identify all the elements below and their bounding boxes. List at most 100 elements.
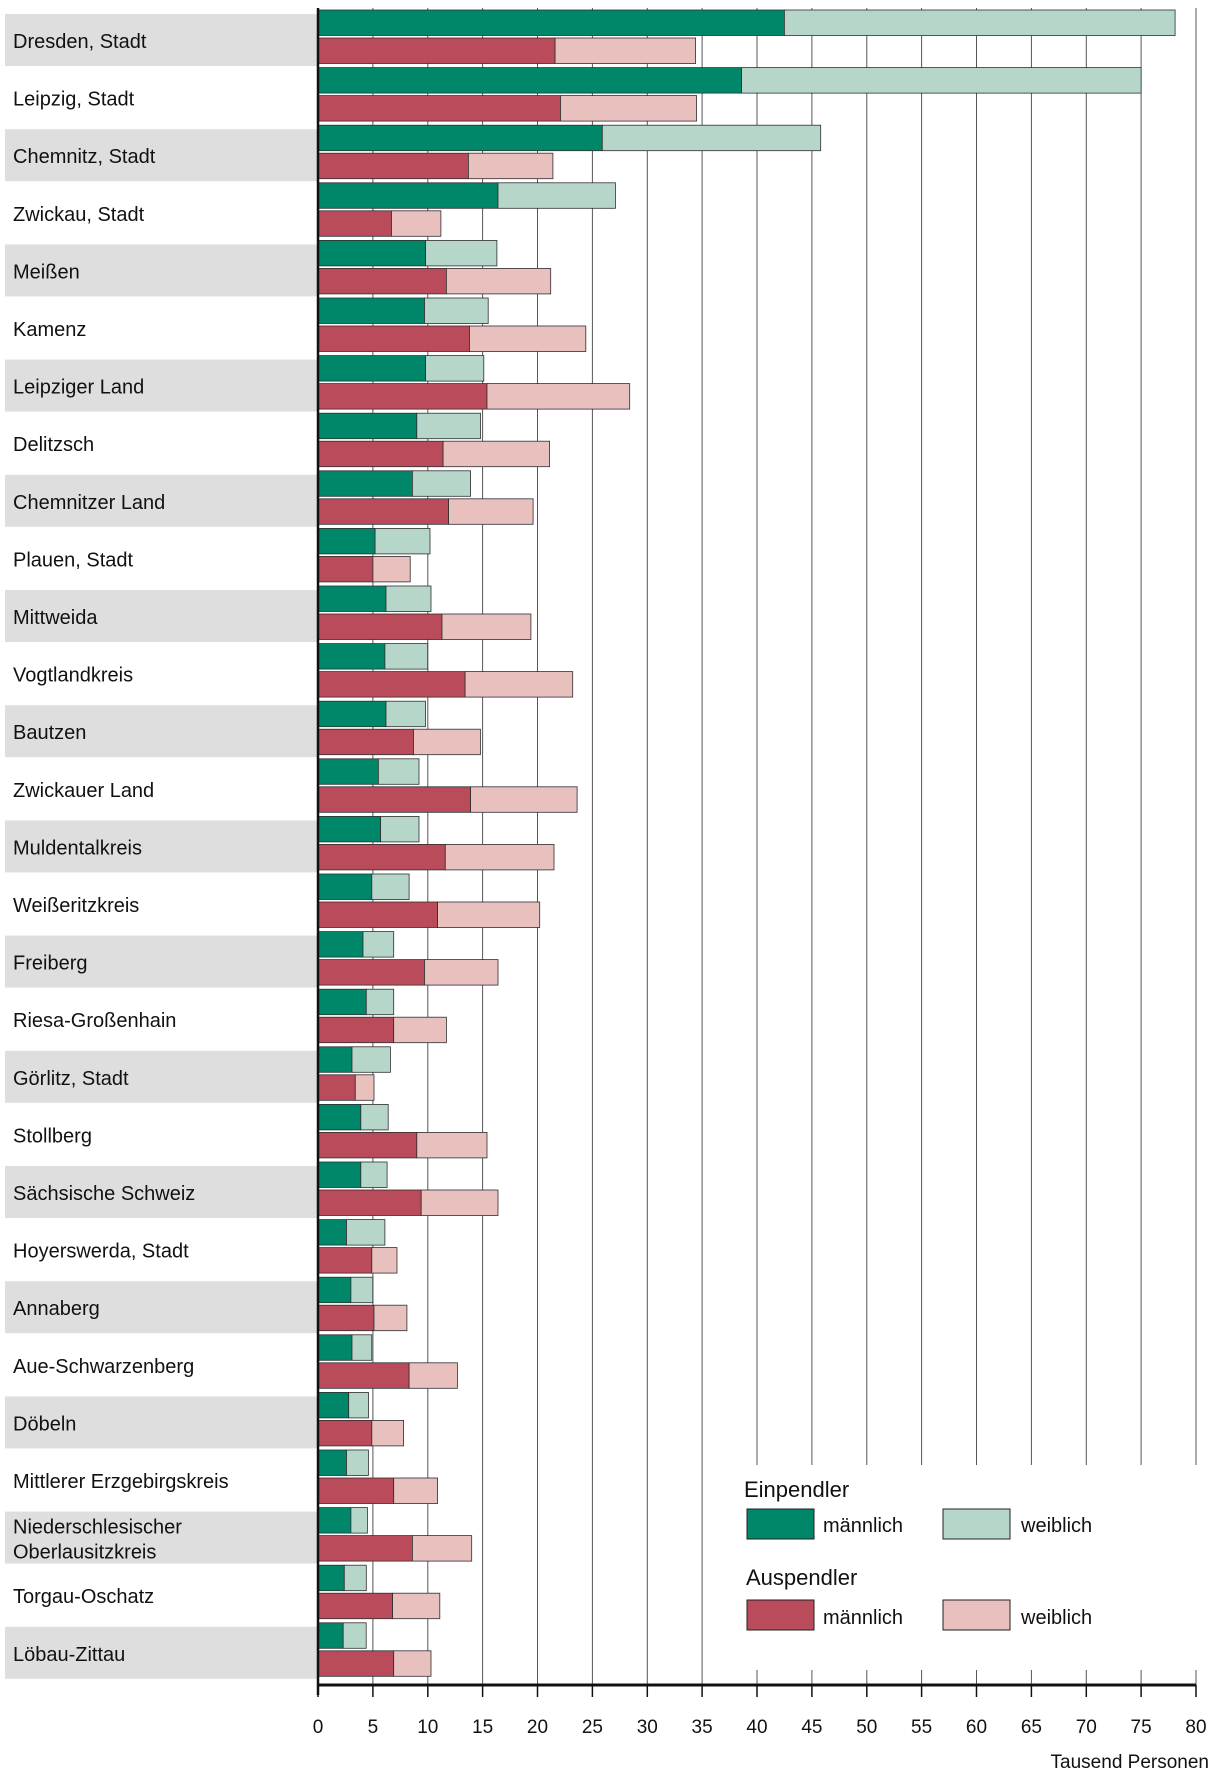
bar-auspendler-maennlich — [317, 959, 425, 986]
category-label: Sächsische Schweiz — [13, 1183, 195, 1205]
bar-auspendler-weiblich — [444, 844, 555, 871]
row-shade — [5, 1166, 317, 1218]
bar-einpendler-maennlich — [317, 9, 785, 36]
bar-einpendler-maennlich — [317, 182, 499, 209]
legend-title-einpendler: Einpendler — [744, 1477, 849, 1502]
legend: Einpendler männlich weiblich Auspendler … — [735, 1465, 1218, 1670]
bar-einpendler-maennlich — [317, 585, 387, 612]
legend-swatch-aus-female — [942, 1599, 1011, 1631]
category-label: Görlitz, Stadt — [13, 1068, 129, 1090]
bar-auspendler-maennlich — [317, 1477, 395, 1504]
bar-einpendler-maennlich — [317, 124, 603, 152]
bar-auspendler-maennlich — [317, 1650, 395, 1677]
bar-einpendler-maennlich — [317, 1507, 352, 1534]
bar-auspendler-weiblich — [391, 210, 442, 237]
bar-auspendler-weiblich — [413, 728, 481, 756]
bar-einpendler-maennlich — [317, 988, 367, 1016]
bar-einpendler-weiblich — [346, 1449, 369, 1476]
category-label: Döbeln — [13, 1413, 76, 1435]
bar-einpendler-maennlich — [317, 1392, 350, 1419]
bar-auspendler-weiblich — [424, 959, 499, 986]
category-label: Torgau-Oschatz — [13, 1586, 154, 1608]
category-label: Löbau-Zittau — [13, 1644, 125, 1666]
bar-einpendler-weiblich — [351, 1046, 391, 1073]
legend-label-aus-male: männlich — [823, 1607, 903, 1629]
row-shade — [5, 244, 317, 297]
row-shade — [5, 1281, 317, 1334]
x-tick-label: 30 — [637, 1717, 658, 1738]
category-label: Zwickau, Stadt — [13, 204, 145, 226]
bar-einpendler-weiblich — [360, 1104, 389, 1131]
bar-einpendler-maennlich — [317, 931, 364, 958]
category-label: Stollberg — [13, 1125, 92, 1147]
bar-einpendler-weiblich — [350, 1507, 368, 1534]
bar-einpendler-weiblich — [497, 182, 616, 209]
bar-auspendler-maennlich — [317, 556, 374, 583]
x-tick-label: 40 — [746, 1717, 767, 1738]
bar-einpendler-weiblich — [741, 67, 1142, 94]
bar-auspendler-maennlich — [317, 786, 472, 813]
bar-einpendler-maennlich — [317, 1564, 345, 1592]
category-labels-group: Dresden, Stadt Leipzig, Stadt Chemnitz, St… — [13, 31, 229, 1666]
category-label: Hoyerswerda, Stadt — [13, 1241, 189, 1263]
bar-einpendler-weiblich — [385, 700, 426, 728]
bar-einpendler-weiblich — [351, 1334, 373, 1361]
x-tick-label: 55 — [911, 1717, 932, 1738]
bar-auspendler-maennlich — [317, 1420, 373, 1447]
bar-auspendler-weiblich — [393, 1016, 447, 1044]
bars-group — [317, 9, 1176, 1677]
category-label: Meißen — [13, 261, 80, 283]
x-tick-label: 70 — [1076, 1717, 1097, 1738]
bar-auspendler-maennlich — [317, 1016, 395, 1044]
bar-einpendler-weiblich — [385, 585, 432, 612]
bar-auspendler-maennlich — [317, 671, 466, 698]
x-tick-label: 15 — [472, 1717, 493, 1738]
bar-einpendler-weiblich — [784, 9, 1176, 36]
bar-einpendler-weiblich — [425, 239, 498, 267]
x-tick-label: 75 — [1131, 1717, 1152, 1738]
row-shade — [5, 590, 317, 642]
bar-einpendler-weiblich — [342, 1622, 367, 1649]
bar-einpendler-weiblich — [362, 931, 395, 958]
bar-auspendler-maennlich — [317, 1247, 373, 1274]
bar-auspendler-weiblich — [408, 1362, 458, 1389]
category-label: Chemnitzer Land — [13, 492, 165, 514]
bar-einpendler-weiblich — [380, 816, 420, 843]
x-tick-label: 65 — [1021, 1717, 1042, 1738]
bar-einpendler-maennlich — [317, 758, 379, 785]
bar-auspendler-weiblich — [486, 383, 631, 410]
bar-auspendler-maennlich — [317, 1074, 356, 1101]
bar-auspendler-weiblich — [393, 1650, 432, 1677]
bar-auspendler-maennlich — [317, 844, 446, 871]
bar-einpendler-weiblich — [371, 873, 410, 900]
bar-einpendler-maennlich — [317, 1046, 353, 1073]
bar-einpendler-maennlich — [317, 1622, 344, 1649]
x-tick-label: 45 — [801, 1717, 822, 1738]
row-shade — [5, 1511, 317, 1564]
x-tick-label: 5 — [368, 1717, 379, 1738]
bar-auspendler-weiblich — [467, 152, 554, 180]
category-label: Freiberg — [13, 953, 87, 975]
bar-einpendler-weiblich — [348, 1392, 369, 1419]
bar-auspendler-maennlich — [317, 37, 556, 64]
category-label: Bautzen — [13, 722, 86, 744]
legend-label-aus-female: weiblich — [1020, 1607, 1092, 1629]
bar-auspendler-maennlich — [317, 1362, 410, 1389]
category-label: Annaberg — [13, 1298, 100, 1320]
row-shade — [5, 820, 317, 873]
category-label: Muldentalkreis — [13, 837, 142, 859]
bar-auspendler-weiblich — [420, 1189, 499, 1216]
category-label: Dresden, Stadt — [13, 31, 147, 53]
bar-auspendler-weiblich — [393, 1477, 439, 1504]
legend-label-ein-female: weiblich — [1020, 1515, 1092, 1537]
x-tick-label: 10 — [417, 1717, 438, 1738]
bar-auspendler-maennlich — [317, 210, 392, 237]
bar-auspendler-maennlich — [317, 1535, 413, 1562]
category-label: Zwickauer Land — [13, 780, 154, 802]
bar-auspendler-weiblich — [372, 556, 411, 583]
bar-einpendler-maennlich — [317, 700, 387, 728]
bar-einpendler-maennlich — [317, 412, 418, 440]
x-tick-label: 60 — [966, 1717, 987, 1738]
bar-einpendler-maennlich — [317, 1449, 347, 1476]
bar-auspendler-weiblich — [448, 498, 534, 525]
